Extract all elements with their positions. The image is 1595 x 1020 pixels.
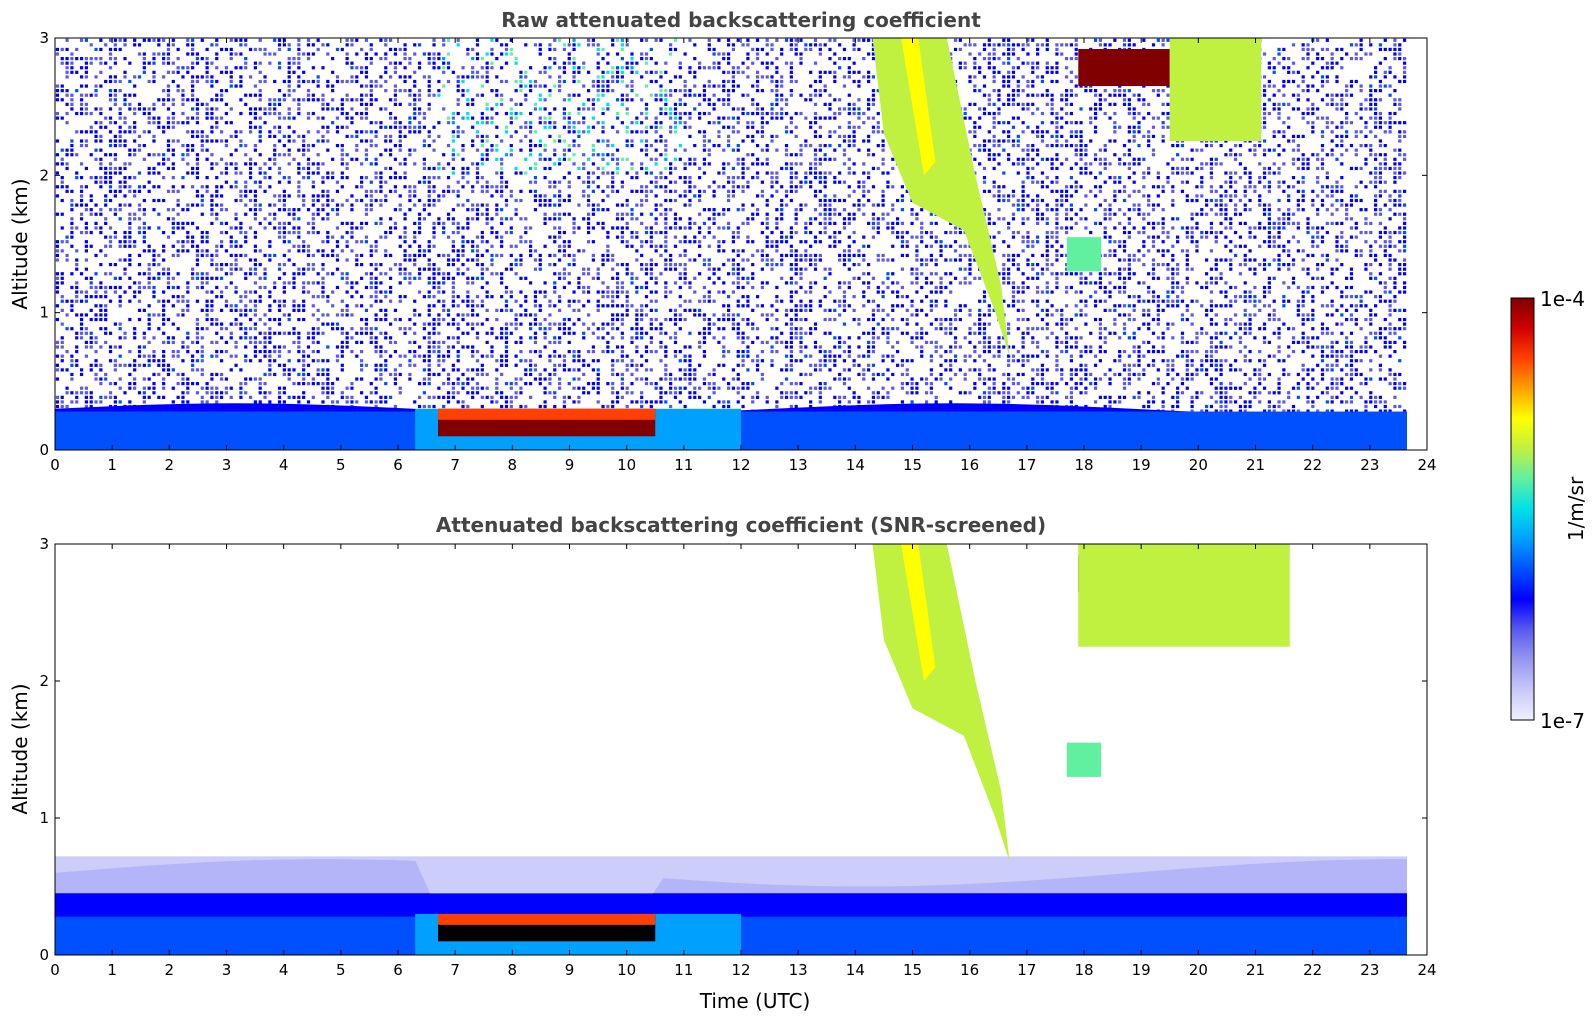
x-tick-label: 20 [1189,456,1208,474]
x-tick-label: 2 [165,961,175,979]
screened-haze [55,856,1407,894]
x-tick-label: 24 [1417,961,1436,979]
virga-fall-streak [872,38,1010,357]
x-tick-label: 0 [50,456,60,474]
y-tick-label: 1 [39,304,49,322]
panel-2-y-label: Altitude (km) [8,683,32,814]
colorbar-max-label: 1e-4 [1540,287,1585,311]
x-tick-label: 19 [1132,961,1151,979]
x-tick-label: 2 [165,456,175,474]
x-tick-label: 21 [1246,961,1265,979]
x-tick-label: 14 [846,961,865,979]
panel-2-x-ticks: 0 1 2 3 4 5 6 7 8 9 10 11 12 13 14 15 16 17 18 19 20 21 22 23 24 [50,544,1437,979]
x-tick-label: 0 [50,961,60,979]
panel-1-title: Raw attenuated backscattering coefficien… [501,8,981,32]
x-tick-label: 16 [960,456,979,474]
x-tick-label: 13 [789,961,808,979]
x-tick-label: 12 [731,961,750,979]
cloud-fragment [1169,38,1262,141]
x-tick-label: 18 [1074,961,1093,979]
small-cloud [1066,742,1102,777]
x-tick-label: 6 [393,961,403,979]
colorbar-gradient [1510,297,1535,721]
x-tick-label: 13 [789,456,808,474]
x-tick-label: 18 [1074,456,1093,474]
x-tick-label: 9 [565,961,575,979]
x-tick-label: 7 [450,456,460,474]
colorbar-min-label: 1e-7 [1540,709,1585,733]
x-tick-label: 14 [846,456,865,474]
x-tick-label: 4 [279,456,289,474]
y-tick-label: 2 [39,166,49,184]
x-axis-label: Time (UTC) [699,989,811,1013]
y-tick-label: 3 [39,535,49,553]
y-tick-label: 0 [39,946,49,964]
x-tick-label: 4 [279,961,289,979]
high-cloud-layer [1078,48,1170,87]
x-tick-label: 20 [1189,961,1208,979]
x-tick-label: 16 [960,961,979,979]
x-tick-label: 23 [1360,961,1379,979]
small-cloud [1066,237,1102,272]
panel-raw: Raw attenuated backscattering coefficien… [8,8,1437,474]
y-tick-label: 1 [39,809,49,827]
x-tick-label: 10 [617,961,636,979]
fall-streak-core [901,544,936,681]
x-tick-label: 8 [508,961,518,979]
x-tick-label: 19 [1132,456,1151,474]
aerosol-layer-edge [438,408,656,420]
x-tick-label: 23 [1360,456,1379,474]
aerosol-layer-edge [438,913,656,925]
x-tick-label: 22 [1303,456,1322,474]
x-tick-label: 9 [565,456,575,474]
colorbar: 1e-4 1e-7 1/m/sr [1510,287,1588,733]
x-tick-label: 6 [393,456,403,474]
x-tick-label: 21 [1246,456,1265,474]
x-tick-label: 1 [107,961,117,979]
virga-fall-streak [872,544,1010,862]
x-tick-label: 11 [674,961,693,979]
fall-streak-core [901,38,936,176]
x-tick-label: 5 [336,456,346,474]
x-tick-label: 10 [617,456,636,474]
x-tick-label: 12 [731,456,750,474]
panel-screened: Attenuated backscattering coefficient (S… [8,513,1437,1013]
cloud-fragment [1078,544,1290,647]
x-tick-label: 8 [508,456,518,474]
x-tick-label: 5 [336,961,346,979]
x-tick-label: 15 [903,961,922,979]
y-tick-label: 0 [39,441,49,459]
noise-field [55,38,1407,450]
panel-2-heatmap [55,544,1427,955]
panel-1-heatmap [55,38,1427,450]
x-tick-label: 3 [222,456,232,474]
x-tick-label: 1 [107,456,117,474]
x-tick-label: 11 [674,456,693,474]
colorbar-unit-label: 1/m/sr [1564,476,1588,541]
x-tick-label: 17 [1017,961,1036,979]
x-tick-label: 15 [903,456,922,474]
panel-2-title: Attenuated backscattering coefficient (S… [436,513,1046,537]
panel-1-y-ticks: 0 1 2 3 [39,29,1427,459]
x-tick-label: 3 [222,961,232,979]
x-tick-label: 24 [1417,456,1436,474]
x-tick-label: 7 [450,961,460,979]
x-tick-label: 22 [1303,961,1322,979]
panel-1-x-ticks: 0 1 2 3 4 5 6 7 8 9 10 11 12 13 14 15 16 17 18 19 20 21 22 23 24 [50,38,1437,474]
y-tick-label: 3 [39,29,49,47]
panel-1-y-label: Altitude (km) [8,178,32,309]
panel-2-y-ticks: 0 1 2 3 [39,535,1427,964]
x-tick-label: 17 [1017,456,1036,474]
y-tick-label: 2 [39,672,49,690]
